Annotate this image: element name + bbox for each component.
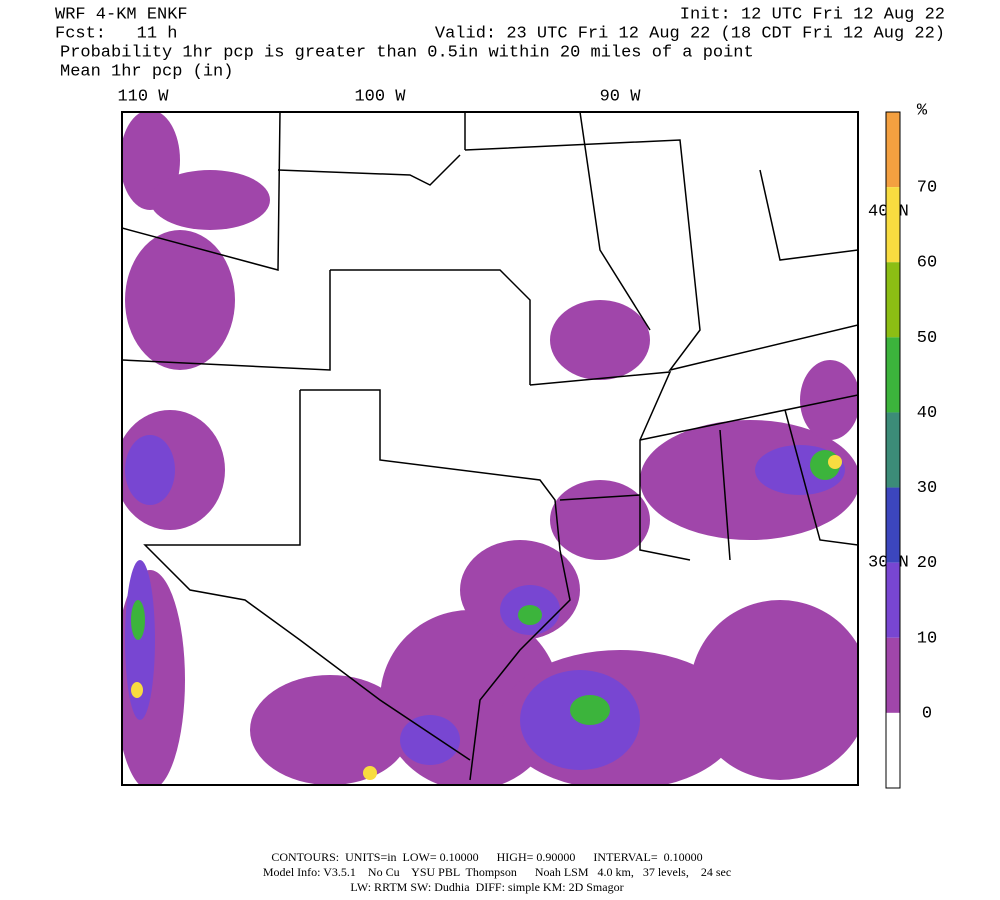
footer-line: Model Info: V3.5.1 No Cu YSU PBL Thompso…: [263, 865, 731, 879]
colorbar-swatch: [886, 112, 900, 188]
init-time: Init: 12 UTC Fri 12 Aug 22: [680, 5, 945, 24]
map-frame: [121, 111, 859, 786]
colorbar-swatch: [886, 487, 900, 563]
colorbar-label: 50: [917, 329, 937, 348]
colorbar-swatch: [886, 337, 900, 413]
colorbar-label: 30: [917, 479, 937, 498]
colorbar-swatch: [886, 637, 900, 713]
colorbar-swatch: [886, 262, 900, 338]
colorbar-swatch: [886, 412, 900, 488]
colorbar-label: 70: [917, 179, 937, 198]
longitude-label: 90 W: [600, 87, 642, 106]
field-title: Probability 1hr pcp is greater than 0.5i…: [60, 43, 754, 62]
colorbar-label: 60: [917, 254, 937, 273]
colorbar-label: 0: [922, 704, 932, 723]
footer-line: CONTOURS: UNITS=in LOW= 0.10000 HIGH= 0.…: [271, 850, 702, 864]
colorbar-frame: [885, 111, 901, 789]
valid-time: Valid: 23 UTC Fri 12 Aug 22 (18 CDT Fri …: [435, 24, 945, 43]
colorbar-swatch: [886, 562, 900, 638]
colorbar-swatch: [886, 712, 900, 788]
field-title: Mean 1hr pcp (in): [60, 62, 233, 81]
colorbar-label: 40: [917, 404, 937, 423]
map: [122, 112, 858, 785]
footer-line: LW: RRTM SW: Dudhia DIFF: simple KM: 2D …: [350, 880, 623, 894]
longitude-label: 110 W: [117, 87, 169, 106]
forecast-hour: Fcst: 11 h: [55, 24, 177, 43]
colorbar-unit: %: [917, 101, 928, 120]
model-title: WRF 4-KM ENKF: [55, 5, 188, 24]
colorbar-label: 20: [917, 554, 937, 573]
longitude-label: 100 W: [354, 87, 406, 106]
colorbar-swatch: [886, 187, 900, 263]
colorbar-label: 10: [917, 629, 937, 648]
colorbar: 70 60 50 40 30 20 10 0: [885, 111, 937, 789]
